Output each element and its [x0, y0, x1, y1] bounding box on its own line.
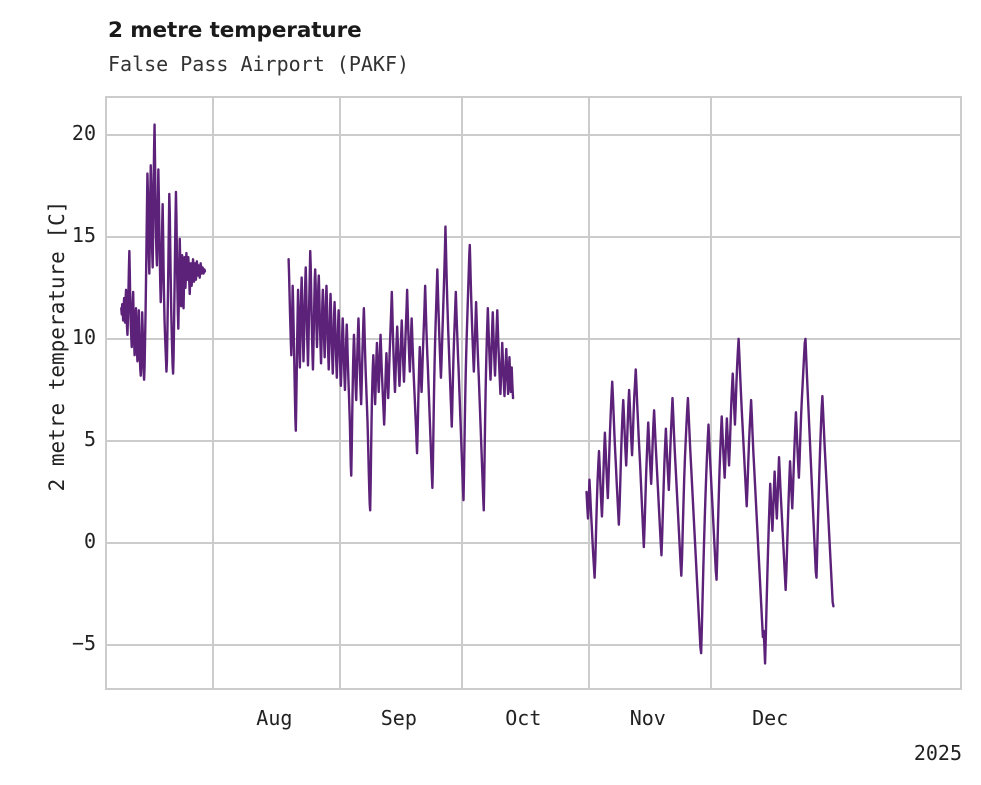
gridline-vertical	[587, 98, 590, 688]
y-tick-label: −5	[71, 631, 96, 656]
series-segment	[587, 339, 834, 664]
y-tick-label: 15	[71, 222, 96, 247]
x-tick-label: Sep	[380, 706, 417, 730]
gridline-vertical	[338, 98, 341, 688]
x-axis-year-label: 2025	[913, 741, 962, 765]
gridline-horizontal	[107, 235, 960, 238]
gridline-horizontal	[107, 439, 960, 442]
x-tick-label: Nov	[629, 706, 666, 730]
y-tick-label: 0	[83, 528, 96, 553]
y-tick-label: 5	[83, 426, 96, 451]
plot-area	[105, 96, 962, 690]
gridline-horizontal	[107, 337, 960, 340]
x-axis-tick-labels: Aug Sep Oct Nov Dec	[105, 706, 962, 736]
x-tick-label: Dec	[752, 706, 789, 730]
y-axis-tick-labels: 20 15 10 5 0 −5	[8, 96, 96, 690]
gridline-horizontal	[107, 541, 960, 544]
gridline-vertical	[709, 98, 712, 688]
y-tick-label: 10	[71, 324, 96, 349]
gridline-horizontal	[107, 133, 960, 136]
y-tick-label: 20	[71, 120, 96, 145]
gridline-vertical	[212, 98, 215, 688]
chart-subtitle: False Pass Airport (PAKF)	[108, 52, 410, 76]
chart-title: 2 metre temperature	[108, 18, 362, 43]
temperature-series	[107, 98, 962, 690]
x-tick-label: Aug	[256, 706, 293, 730]
x-tick-label: Oct	[505, 706, 542, 730]
gridline-horizontal	[107, 644, 960, 647]
gridline-vertical	[461, 98, 464, 688]
series-segment	[121, 125, 205, 380]
series-segment	[289, 227, 513, 511]
